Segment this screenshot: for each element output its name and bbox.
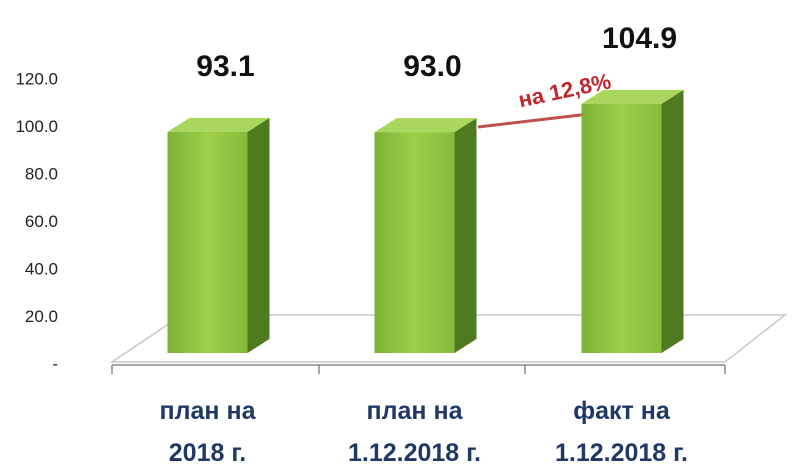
bar-side	[247, 117, 270, 353]
value-label: 104.9	[602, 22, 677, 55]
y-tick-label: 120.0	[15, 69, 58, 88]
bar-side	[454, 118, 477, 353]
x-axis-ticks	[111, 365, 726, 374]
y-tick-label: -	[52, 354, 58, 373]
bar-top	[374, 118, 477, 133]
y-tick-label: 100.0	[15, 117, 58, 136]
x-tick-label: план на 2018 г.	[159, 397, 256, 467]
y-tick-label: 80.0	[25, 164, 58, 183]
x-tick-label: план на 1.12.2018 г.	[347, 397, 482, 467]
bar	[374, 132, 455, 353]
bar-top	[167, 117, 270, 132]
x-tick-label: факт на 1.12.2018 г.	[554, 397, 689, 467]
value-label: 93.0	[403, 50, 461, 83]
bar-top	[581, 89, 684, 104]
y-tick-label: 40.0	[25, 259, 58, 278]
bar-side	[661, 89, 684, 354]
bar	[581, 103, 662, 353]
value-label: 93.1	[196, 50, 254, 83]
bar	[167, 131, 248, 353]
y-tick-label: 20.0	[25, 307, 58, 326]
y-tick-label: 60.0	[25, 212, 58, 231]
